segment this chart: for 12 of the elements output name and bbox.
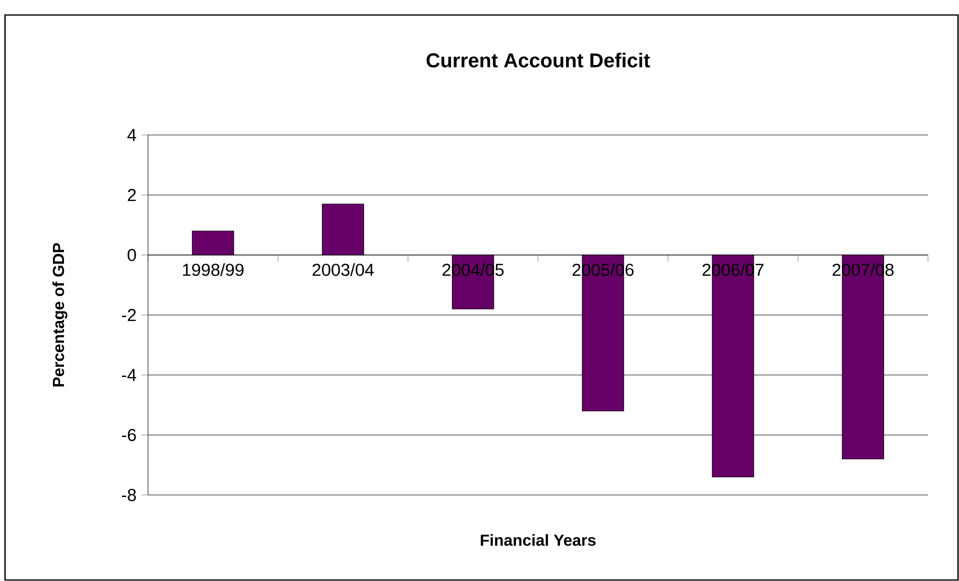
x-tick-label: 2003/04 [312, 263, 374, 276]
x-axis-title: Financial Years [480, 534, 596, 546]
y-tick-label: 2 [128, 188, 136, 202]
y-tick-label: 4 [127, 129, 136, 141]
y-tick-label: 0 [128, 248, 136, 262]
y-tick-label: -4 [122, 369, 136, 381]
y-tick-label: -6 [122, 428, 136, 442]
chart-title: Current Account Deficit [426, 52, 650, 68]
y-tick-label: -8 [122, 488, 136, 502]
x-tick-label: 1998/99 [183, 263, 244, 276]
y-tick-label: -2 [122, 308, 136, 322]
y-axis-title: Percentage of GDP [52, 243, 68, 386]
